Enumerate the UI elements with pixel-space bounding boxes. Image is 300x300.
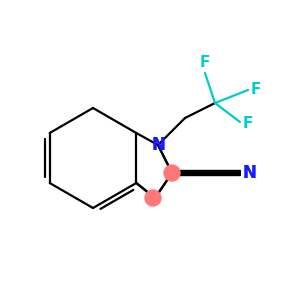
Circle shape <box>164 165 180 181</box>
Circle shape <box>145 190 161 206</box>
Text: N: N <box>243 164 257 182</box>
Text: F: F <box>251 82 261 98</box>
Text: N: N <box>151 136 165 154</box>
Text: N: N <box>243 164 257 182</box>
Text: F: F <box>243 116 254 131</box>
Text: F: F <box>200 55 210 70</box>
Text: N: N <box>151 136 165 154</box>
